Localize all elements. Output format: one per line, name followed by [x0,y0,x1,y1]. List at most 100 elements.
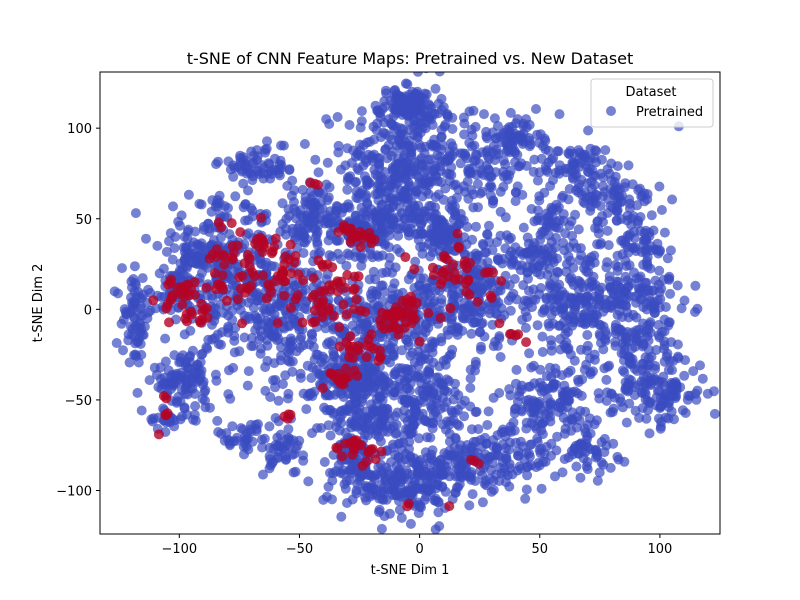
pretrained-point [228,171,239,182]
pretrained-point [451,192,462,203]
pretrained-point [418,470,428,481]
pretrained-point [421,165,432,175]
pretrained-point [471,406,482,417]
pretrained-point [443,155,453,166]
new-dataset-point [494,318,505,329]
pretrained-point [230,191,241,202]
pretrained-point [370,189,381,200]
pretrained-point [427,474,437,485]
pretrained-point [506,291,517,302]
pretrained-point [559,454,570,465]
pretrained-point [492,430,503,441]
new-dataset-point [338,299,349,310]
new-dataset-point [264,281,275,292]
pretrained-point [517,406,527,417]
new-dataset-point [366,329,377,340]
pretrained-point [339,479,350,490]
pretrained-point [407,347,418,358]
pretrained-point [212,415,223,426]
pretrained-point [179,247,190,257]
pretrained-point [545,416,556,427]
pretrained-point [430,209,441,220]
pretrained-point [388,99,399,110]
pretrained-point [483,406,494,417]
pretrained-point [213,156,223,167]
pretrained-point [412,228,423,239]
pretrained-point [190,401,201,411]
pretrained-point [424,369,435,379]
pretrained-point [317,203,328,214]
pretrained-point [229,347,240,358]
pretrained-point [413,72,423,77]
pretrained-point [354,472,365,483]
pretrained-point [654,246,665,257]
new-dataset-point [496,276,507,287]
pretrained-point [443,466,454,477]
pretrained-point [213,201,223,212]
pretrained-point [186,257,197,268]
pretrained-point [488,475,499,486]
legend-title: Dataset [626,85,677,100]
pretrained-point [623,379,633,390]
new-dataset-point [221,295,232,306]
pretrained-point [388,166,399,177]
pretrained-point [404,230,414,241]
y-tick-label: 100 [67,122,92,137]
pretrained-point [558,190,568,201]
pretrained-point [529,154,540,165]
new-dataset-point [162,408,173,419]
pretrained-point [645,263,656,274]
pretrained-point [243,444,254,455]
pretrained-point [368,483,379,494]
new-dataset-point [344,352,355,363]
pretrained-point [395,137,406,148]
pretrained-point [397,363,407,374]
new-dataset-point [313,255,324,266]
new-dataset-point [435,279,446,290]
pretrained-point [221,428,232,439]
pretrained-point [298,455,309,466]
pretrained-point [543,145,554,156]
pretrained-point [600,145,611,156]
pretrained-point [630,405,641,416]
pretrained-point [505,390,516,401]
new-dataset-point [189,277,200,288]
pretrained-point [617,365,628,376]
pretrained-point [379,167,390,177]
pretrained-point [580,406,591,417]
pretrained-point [620,300,631,311]
pretrained-point [537,307,548,318]
pretrained-point [310,232,321,243]
new-dataset-point [521,337,532,348]
new-dataset-point [309,305,320,316]
pretrained-point [198,379,208,390]
pretrained-point [566,414,577,425]
pretrained-point [189,409,200,420]
new-dataset-point [309,178,320,189]
new-dataset-point [153,429,164,440]
new-dataset-point [349,304,359,315]
pretrained-point [126,276,137,287]
pretrained-point [621,336,632,346]
pretrained-point [475,307,486,318]
pretrained-point [179,231,190,242]
pretrained-point [585,205,596,216]
pretrained-point [380,128,391,139]
pretrained-point [471,169,482,180]
pretrained-point [581,434,592,445]
pretrained-point [494,388,505,398]
pretrained-point [270,413,281,423]
new-dataset-point [401,298,412,308]
pretrained-point [325,430,336,441]
pretrained-point [436,132,447,143]
pretrained-point [388,439,398,450]
new-dataset-point [333,278,344,288]
pretrained-point [511,118,522,129]
pretrained-point [400,424,411,435]
new-dataset-point [308,273,319,283]
pretrained-point [388,350,398,361]
pretrained-point [317,370,327,381]
pretrained-point [322,157,333,168]
pretrained-point [612,206,622,217]
pretrained-point [611,215,622,226]
